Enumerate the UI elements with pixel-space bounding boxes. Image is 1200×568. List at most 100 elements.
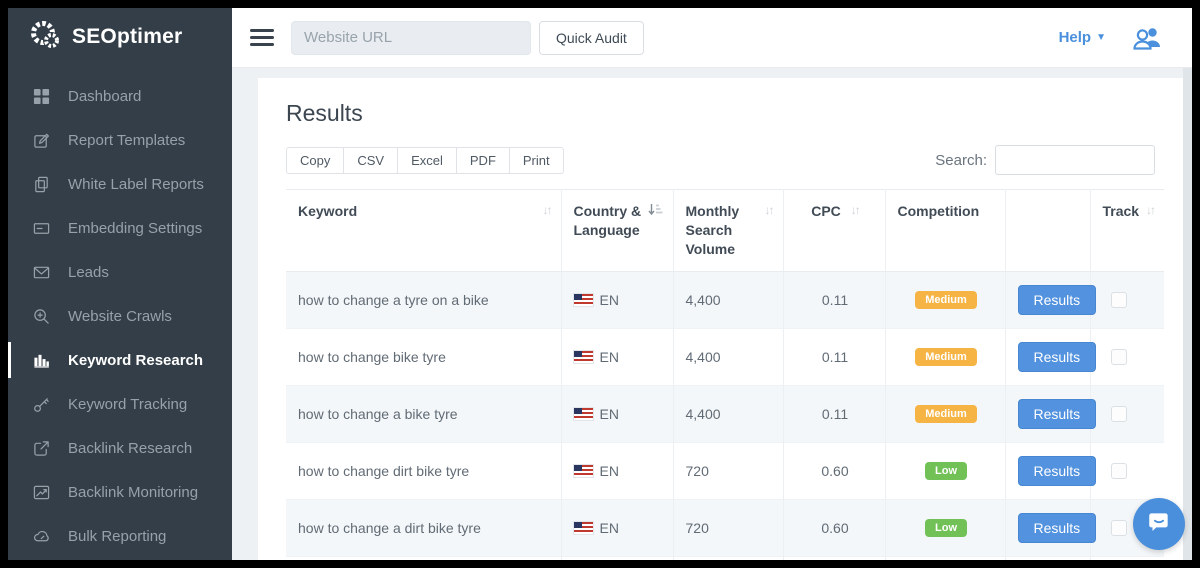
keyword-cell: how to change a bike tyre [286, 385, 562, 443]
track-checkbox[interactable] [1110, 462, 1127, 479]
print-button[interactable]: Print [508, 146, 564, 174]
results-button[interactable]: Results [1017, 398, 1097, 429]
us-flag-icon [573, 293, 593, 306]
embed-card-icon [32, 219, 51, 238]
track-checkbox[interactable] [1110, 519, 1127, 536]
edit-pencil-icon [32, 131, 51, 150]
vertical-scrollbar[interactable] [1183, 68, 1192, 560]
sidebar-item-label: Dashboard [68, 87, 142, 105]
keyword-cell: how to change dirt bike tyre [286, 442, 562, 500]
track-cell [1090, 328, 1164, 385]
csv-button[interactable]: CSV [343, 146, 399, 174]
cpc-cell: 0.60 [783, 499, 886, 557]
track-checkbox[interactable] [1110, 405, 1127, 422]
results-cell: Results [1005, 328, 1097, 386]
sort-icon: ↓↑ [542, 203, 553, 217]
sidebar-item-report-templates[interactable]: Report Templates [8, 118, 232, 162]
us-flag-icon [573, 407, 593, 420]
cpc-cell: 0.60 [783, 442, 886, 500]
competition-cell: Medium [885, 328, 1006, 386]
brand-name: SEOptimer [72, 25, 183, 48]
sort-icon: ↓↑ [850, 203, 861, 217]
results-cell: Results [1005, 442, 1097, 500]
sidebar-item-website-crawls[interactable]: Website Crawls [8, 294, 232, 338]
trend-chart-icon [32, 483, 51, 502]
sidebar-item-backlink-monitoring[interactable]: Backlink Monitoring [8, 470, 232, 514]
country-cell: EN [561, 442, 674, 500]
sidebar-item-keyword-research[interactable]: Keyword Research [8, 338, 232, 382]
cpc-cell: 0.11 [783, 328, 886, 386]
results-button[interactable]: Results [1017, 512, 1097, 543]
external-link-icon [32, 439, 51, 458]
accounts-users-icon[interactable] [1132, 26, 1162, 50]
country-cell: EN [561, 328, 674, 386]
track-cell [1090, 499, 1164, 556]
website-url-input[interactable] [291, 20, 531, 55]
column-header-country-language[interactable]: Country & Language [561, 189, 674, 272]
search-label: Search: [935, 151, 987, 169]
key-icon [32, 395, 51, 414]
sidebar: SEOptimer Dashboard Report Templates Whi… [8, 8, 232, 560]
cpc-cell: 0.11 [783, 385, 886, 443]
results-button[interactable]: Results [1017, 284, 1097, 315]
competition-badge: Low [925, 462, 967, 481]
pdf-button[interactable]: PDF [455, 146, 510, 174]
seoptimer-gear-logo-icon [28, 17, 64, 58]
cpc-cell: 0.11 [783, 271, 886, 329]
page-title: Results [286, 100, 363, 126]
results-cell: Results [1005, 556, 1091, 560]
track-checkbox[interactable] [1110, 291, 1127, 308]
results-panel: Results Copy CSV Excel PDF Print Search: [258, 78, 1183, 560]
sidebar-item-white-label-reports[interactable]: White Label Reports [8, 162, 232, 206]
sidebar-item-backlink-research[interactable]: Backlink Research [8, 426, 232, 470]
track-checkbox[interactable] [1110, 348, 1127, 365]
sort-icon: ↓↑ [1146, 203, 1156, 217]
sidebar-item-embedding-settings[interactable]: Embedding Settings [8, 206, 232, 250]
help-menu[interactable]: Help ▼ [1059, 29, 1106, 46]
sidebar-item-bulk-reporting[interactable]: Bulk Reporting [8, 514, 232, 558]
country-cell: EN [561, 556, 674, 560]
brand-logo[interactable]: SEOptimer [8, 8, 232, 66]
sidebar-item-label: Backlink Monitoring [68, 483, 199, 501]
sidebar-item-leads[interactable]: Leads [8, 250, 232, 294]
sidebar-item-label: Embedding Settings [68, 219, 203, 237]
volume-cell: 320 [673, 556, 784, 560]
search-input[interactable] [995, 145, 1155, 175]
sidebar-nav: Dashboard Report Templates White Label R… [8, 66, 232, 558]
column-header-monthly-search-volume[interactable]: Monthly Search Volume ↓↑ [673, 189, 784, 272]
volume-cell: 4,400 [673, 385, 784, 443]
us-flag-icon [573, 350, 593, 363]
help-label: Help [1058, 29, 1092, 46]
hamburger-menu-icon[interactable] [250, 29, 274, 46]
table-row: how to change a tyre on a bike EN 4,400 … [286, 271, 1164, 329]
column-header-track[interactable]: Track ↓↑ [1090, 189, 1164, 272]
competition-cell: Medium [885, 556, 1006, 560]
table-header-row: Keyword ↓↑ Country & Language M [286, 189, 1164, 272]
chat-widget-button[interactable] [1133, 498, 1185, 550]
column-header-cpc[interactable]: CPC ↓↑ [783, 189, 886, 272]
sidebar-item-label: Backlink Research [68, 439, 193, 457]
sort-icon: ↓↑ [764, 203, 775, 217]
track-cell [1090, 556, 1164, 560]
keyword-table-body: how to change a tyre on a bike EN 4,400 … [286, 271, 1164, 560]
volume-cell: 4,400 [673, 271, 784, 329]
table-row: how to change bike tyre EN 4,400 0.11 Me… [286, 328, 1164, 386]
competition-cell: Low [885, 499, 1006, 557]
sidebar-item-keyword-tracking[interactable]: Keyword Tracking [8, 382, 232, 426]
competition-cell: Low [885, 442, 1006, 500]
results-button[interactable]: Results [1017, 455, 1097, 486]
dashboard-icon [32, 87, 51, 106]
track-cell [1090, 271, 1164, 328]
quick-audit-button[interactable]: Quick Audit [539, 20, 644, 55]
sidebar-item-dashboard[interactable]: Dashboard [8, 74, 232, 118]
results-button[interactable]: Results [1017, 341, 1097, 372]
content-area: Results Copy CSV Excel PDF Print Search: [232, 68, 1192, 560]
track-cell [1090, 385, 1164, 442]
column-header-keyword[interactable]: Keyword ↓↑ [286, 189, 562, 272]
keyword-cell: how to change a tyre on a bike [286, 271, 562, 329]
competition-badge: Medium [915, 291, 977, 310]
excel-button[interactable]: Excel [397, 146, 457, 174]
sidebar-item-label: Leads [68, 263, 109, 281]
magnifier-zoom-icon [32, 307, 51, 326]
copy-button[interactable]: Copy [286, 146, 345, 174]
